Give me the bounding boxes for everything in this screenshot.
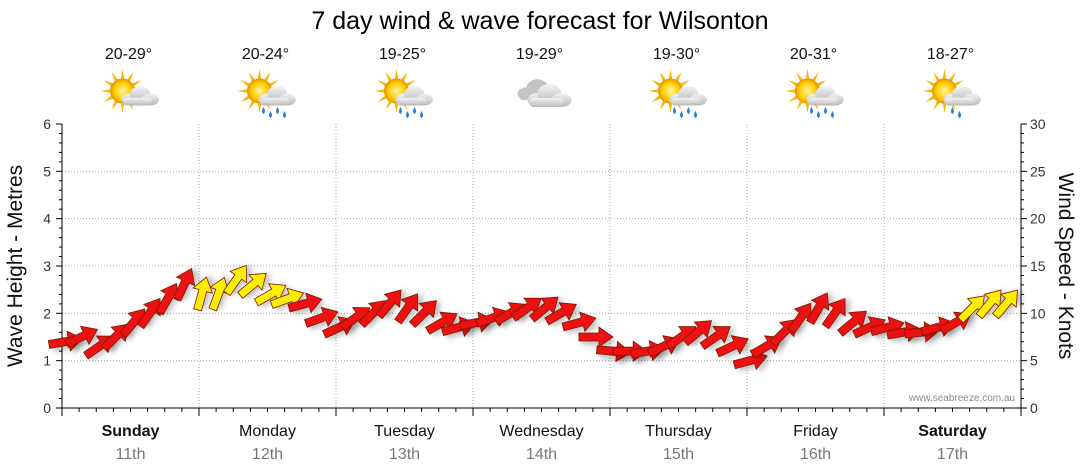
day-name-label: Friday — [793, 423, 837, 440]
day-name-label: Wednesday — [499, 423, 583, 440]
wind-arrow — [287, 292, 326, 316]
y-left-axis-title: Wave Height - Metres — [4, 165, 27, 367]
day-name-label: Sunday — [102, 423, 160, 440]
wind-arrow — [544, 302, 581, 327]
credit-text: www.seabreeze.com.au — [908, 393, 1015, 404]
day-name-label: Monday — [239, 423, 296, 440]
wind-arrow — [699, 326, 735, 352]
y-right-tick-label: 30 — [1030, 116, 1046, 132]
wind-arrow — [837, 310, 872, 338]
y-right-tick-label: 20 — [1030, 211, 1046, 227]
wind-arrow — [956, 295, 990, 324]
sun-cloud-rain-icon — [785, 69, 844, 118]
wind-arrow — [64, 325, 102, 350]
y-left-tick-label: 6 — [43, 116, 51, 132]
wind-arrow — [237, 272, 272, 300]
day-date-label: 13th — [389, 446, 420, 463]
day-date-label: 12th — [252, 446, 283, 463]
temperature-range: 19-30° — [653, 46, 700, 63]
cloud-icon — [517, 79, 572, 107]
wind-arrow — [408, 300, 442, 329]
y-right-tick-label: 15 — [1030, 258, 1046, 274]
y-left-tick-label: 0 — [43, 400, 51, 416]
y-right-tick-label: 25 — [1030, 163, 1046, 179]
day-date-label: 16th — [800, 446, 831, 463]
wind-arrow — [561, 311, 600, 335]
wind-arrow — [528, 296, 563, 324]
sun-cloud-rain-icon — [237, 69, 296, 118]
day-name-label: Saturday — [918, 423, 987, 440]
y-right-tick-label: 0 — [1030, 400, 1038, 416]
day-date-label: 11th — [116, 446, 146, 463]
y-left-tick-label: 1 — [43, 353, 51, 369]
day-name-label: Thursday — [645, 423, 712, 440]
wind-arrow — [992, 289, 1023, 320]
wind-arrow — [173, 267, 200, 302]
y-right-tick-label: 10 — [1030, 305, 1046, 321]
temperature-range: 20-24° — [242, 46, 289, 63]
temperature-range: 18-27° — [927, 46, 974, 63]
y-left-tick-label: 2 — [43, 305, 51, 321]
y-left-tick-label: 5 — [43, 163, 51, 179]
wind-arrow — [222, 264, 252, 297]
wind-arrow — [425, 311, 462, 337]
temperature-range: 20-31° — [790, 46, 837, 63]
y-left-tick-label: 3 — [43, 258, 51, 274]
wind-arrow — [682, 320, 717, 347]
sun-cloud-light-rain-icon — [922, 69, 981, 118]
day-date-label: 17th — [937, 446, 968, 463]
wind-arrow — [715, 335, 753, 360]
temperature-range: 19-25° — [379, 46, 426, 63]
wind-arrow — [394, 293, 423, 325]
temperature-range: 19-29° — [516, 46, 563, 63]
y-left-tick-label: 4 — [43, 211, 51, 227]
day-name-label: Tuesday — [374, 423, 435, 440]
day-date-label: 14th — [526, 446, 557, 463]
chart-title: 7 day wind & wave forecast for Wilsonton — [311, 7, 768, 35]
wind-arrow — [578, 326, 616, 351]
y-right-axis-title: Wind Speed - Knots — [1054, 173, 1077, 360]
temperature-range: 20-29° — [105, 46, 152, 63]
wind-arrow — [375, 289, 406, 320]
wind-arrow — [821, 298, 851, 330]
wind-arrow — [806, 292, 834, 326]
wind-arrow — [253, 283, 291, 308]
wind-arrow — [975, 289, 1007, 320]
y-right-tick-label: 5 — [1030, 353, 1038, 369]
wind-arrow — [192, 275, 218, 312]
wind-arrow — [787, 302, 816, 335]
sun-cloud-rain-icon — [374, 69, 433, 118]
day-date-label: 15th — [663, 446, 694, 463]
sun-cloud-rain-icon — [648, 69, 707, 118]
wind-arrow — [510, 297, 546, 323]
sun-cloud-icon — [100, 69, 159, 113]
